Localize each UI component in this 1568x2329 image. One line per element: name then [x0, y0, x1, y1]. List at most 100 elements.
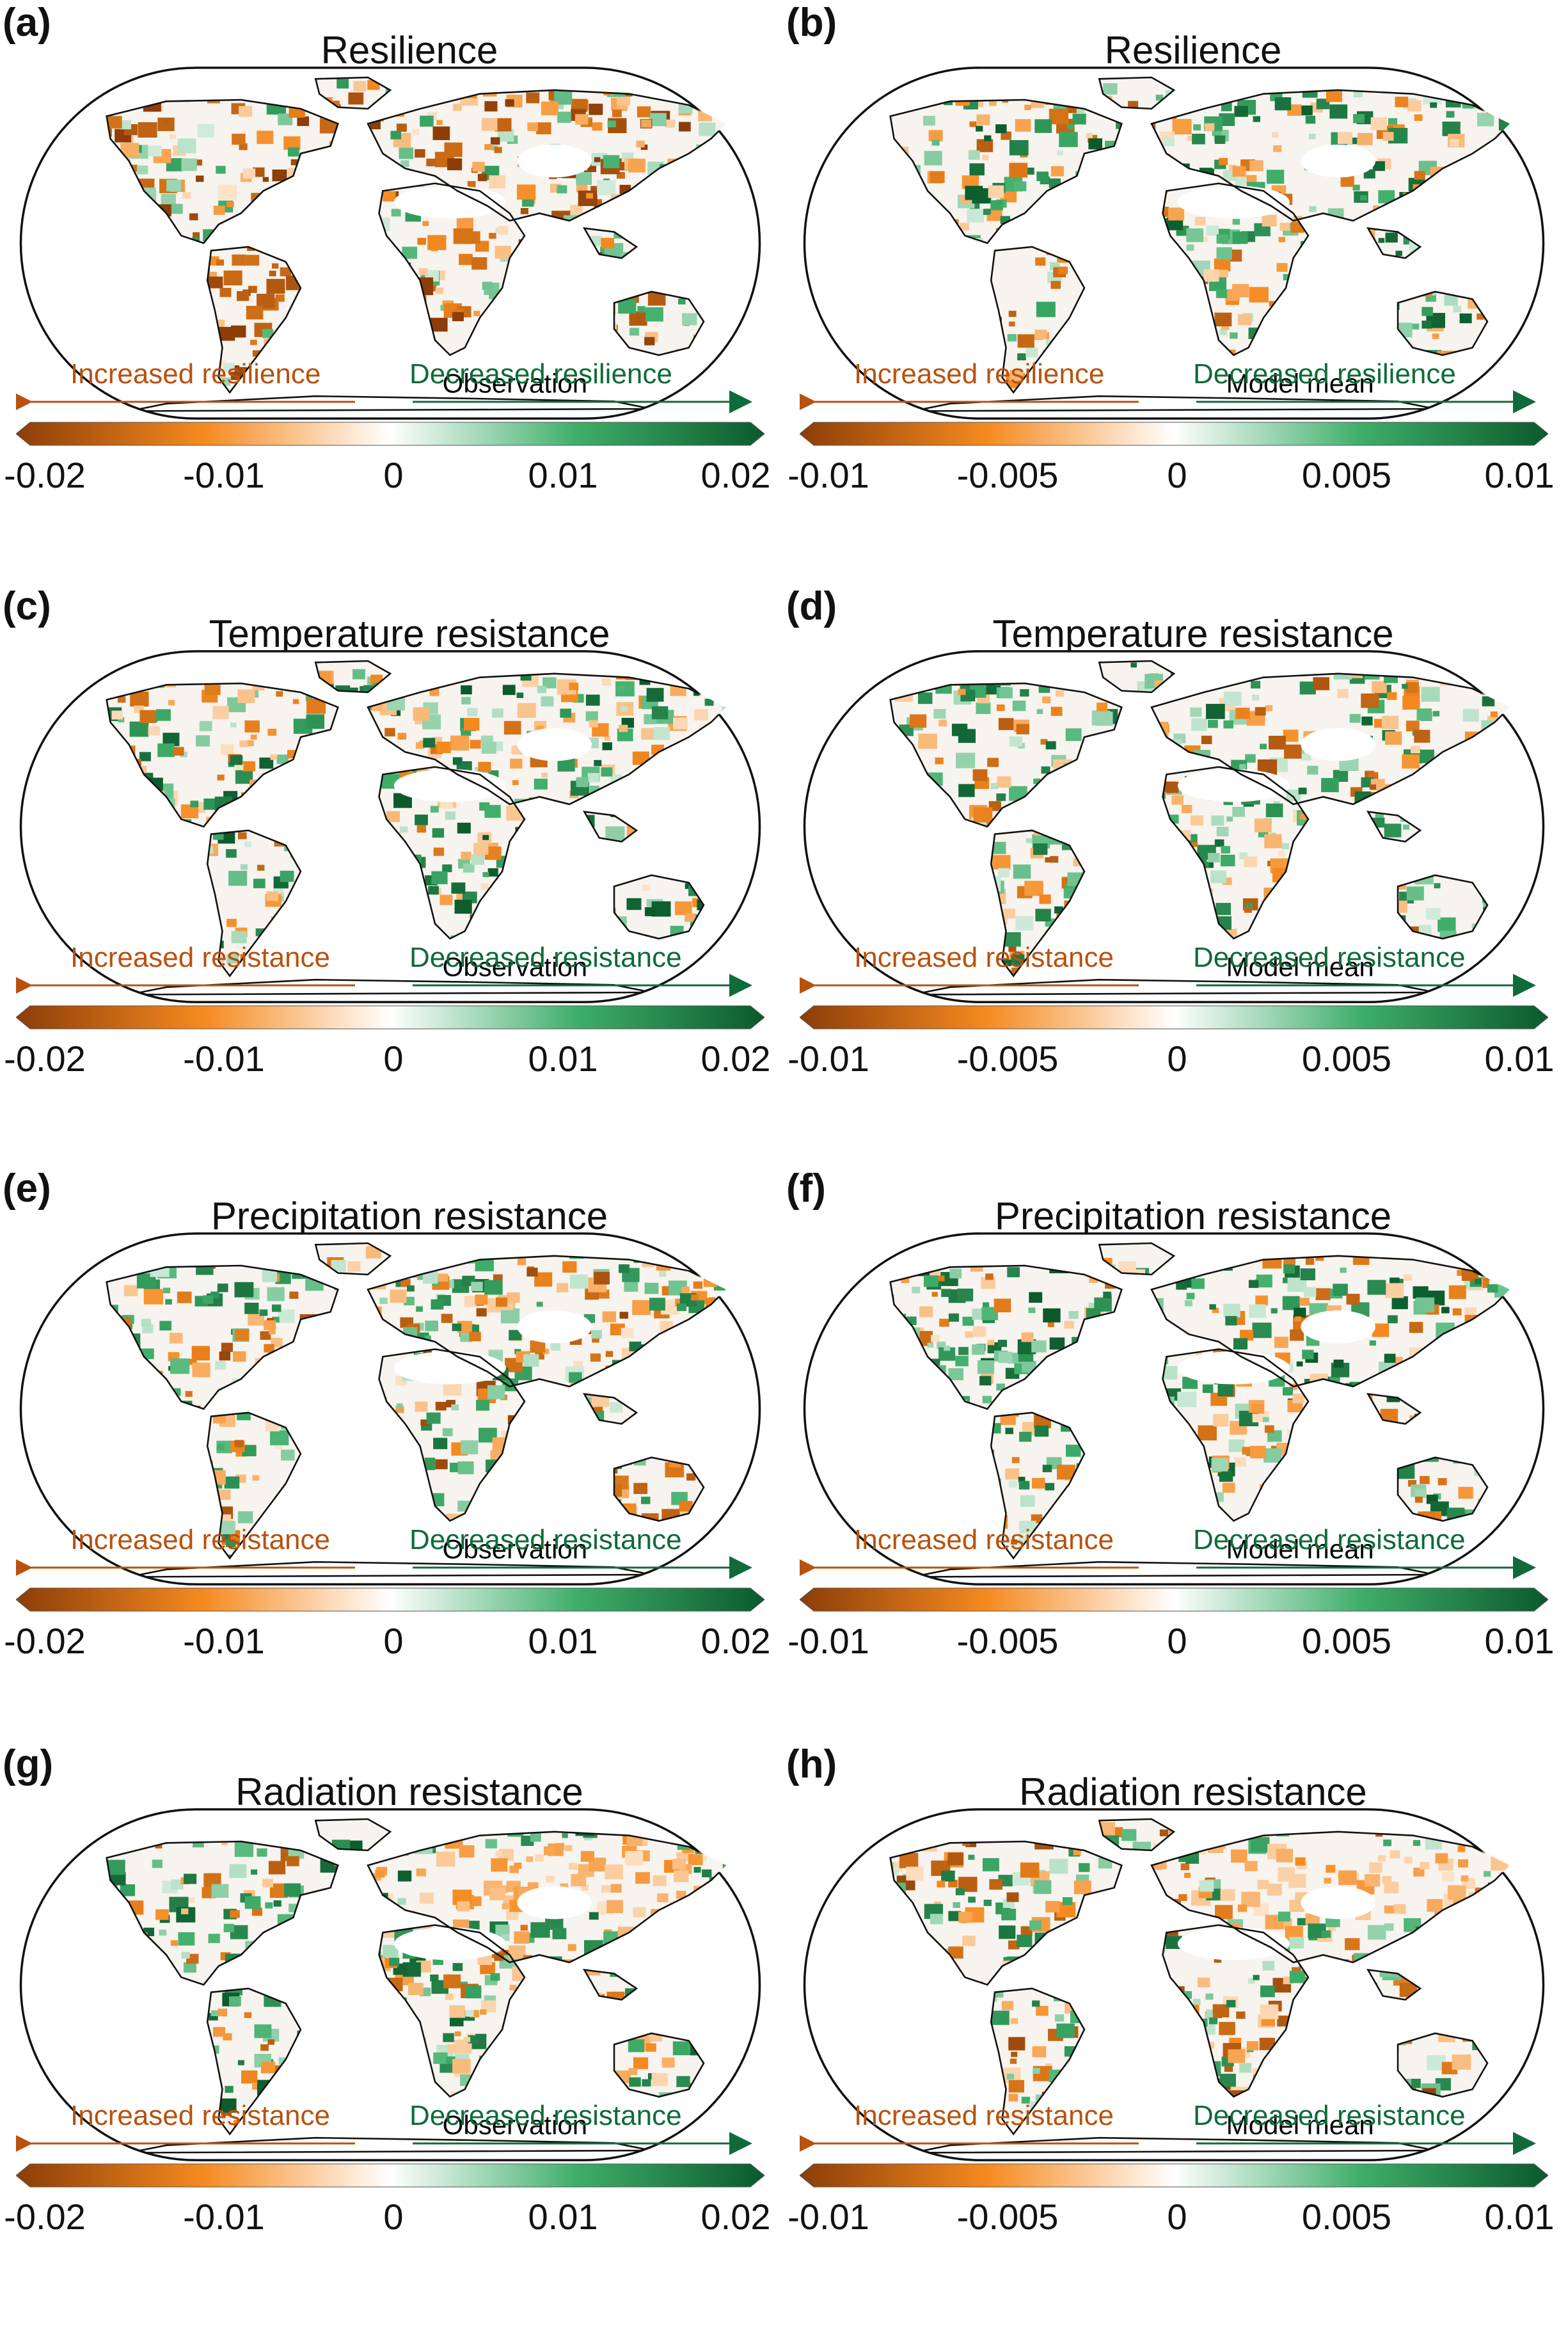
map-caption: Observation: [443, 1534, 587, 1564]
coastline-europeAsia: [367, 89, 728, 222]
coastline-seAsia: [1366, 227, 1422, 259]
colorbar-tick-label: -0.005: [956, 455, 1059, 495]
decrease-label: Decreased resistance: [409, 1524, 682, 1555]
colorbar-tick-label: -0.02: [4, 455, 86, 495]
colorbar: [800, 1556, 1548, 1612]
coastline-africa: [378, 182, 526, 356]
coastline-europeAsia: [367, 1831, 728, 1964]
coastline-australia: [613, 2032, 705, 2098]
increase-label: Increased resistance: [854, 942, 1114, 973]
colorbar-tick-label: -0.005: [956, 1621, 1059, 1661]
coastline-greenland: [1098, 1242, 1176, 1276]
legend: Increased resistance Decreased resistance…: [0, 1524, 780, 1729]
colorbar: [16, 2132, 764, 2188]
coastline-africa: [1162, 1348, 1310, 1522]
panel-label: (f): [786, 1166, 826, 1211]
coastline-australia: [613, 874, 705, 940]
legend: Increased resistance Decreased resistance…: [784, 942, 1564, 1147]
colorbar-tick-label: 0.01: [528, 2197, 598, 2237]
panel-title: Temperature resistance: [209, 612, 610, 655]
panel-label: (e): [3, 1166, 51, 1211]
colorbar-tick-label: 0.01: [1484, 1621, 1555, 1661]
decrease-label: Decreased resilience: [1193, 358, 1456, 390]
colorbar-tick-label: 0.02: [701, 455, 771, 495]
coastline-greenland: [314, 76, 392, 110]
legend: Increased resistance Decreased resistance…: [0, 942, 780, 1147]
coastline-australia: [1397, 874, 1489, 940]
world-map: Observation: [19, 67, 761, 420]
colorbar-tick-label: -0.02: [4, 1621, 86, 1661]
coastline-greenland: [1098, 76, 1176, 110]
colorbar-tick-label: 0.02: [701, 2197, 771, 2237]
colorbar-tick-label: 0: [383, 1038, 404, 1079]
panel-title: Radiation resistance: [1019, 1770, 1367, 1813]
decrease-label: Decreased resilience: [409, 358, 672, 390]
panel-title: Resilience: [1104, 29, 1282, 72]
increase-label: Increased resilience: [854, 358, 1105, 390]
colorbar-gradient: [16, 422, 764, 446]
coastlines: [889, 660, 1512, 996]
coastline-europeAsia: [1150, 672, 1512, 806]
colorbar-tick-label: 0.01: [528, 1038, 598, 1079]
colorbar: [16, 390, 764, 446]
increase-label: Increased resistance: [854, 2100, 1114, 2131]
map-panel: (a) Resilience Observation Increased resili…: [0, 0, 780, 582]
coastline-africa: [1162, 1924, 1310, 2098]
legend: Increased resilience Decreased resilience…: [0, 358, 780, 563]
coastline-northAmerica: [889, 1840, 1123, 1986]
colorbar-tick-label: -0.01: [183, 1038, 265, 1079]
decrease-label: Decreased resistance: [1193, 1524, 1466, 1555]
coastline-southAmerica: [206, 1411, 302, 1560]
colorbar-tick-label: 0: [383, 2197, 404, 2237]
map-caption: Model mean: [1226, 951, 1374, 982]
colorbar-tick-label: -0.01: [788, 2197, 869, 2237]
coastline-southAmerica: [206, 246, 302, 394]
increase-label: Increased resistance: [854, 1524, 1114, 1555]
colorbar-tick-label: -0.01: [788, 1621, 869, 1661]
colorbar-tick-label: -0.005: [956, 1038, 1059, 1079]
panel-label: (h): [786, 1742, 837, 1786]
coastline-seAsia: [1366, 1969, 1422, 2001]
coastline-greenland: [314, 660, 392, 694]
coastline-northAmerica: [889, 1264, 1123, 1410]
coastline-africa: [378, 1348, 526, 1522]
colorbar-tick-label: 0.01: [1484, 2197, 1555, 2237]
coastline-northAmerica: [889, 99, 1123, 244]
colorbar-tick-label: 0.01: [1484, 455, 1555, 495]
colorbar-tick-label: 0: [1167, 455, 1187, 495]
colorbar-tick-label: 0: [383, 1621, 404, 1661]
world-map: Model mean: [803, 1808, 1545, 2161]
panel-label: (b): [786, 1, 837, 45]
panel-title: Temperature resistance: [992, 612, 1394, 655]
coastline-europeAsia: [1150, 1831, 1512, 1964]
coastline-greenland: [314, 1242, 392, 1276]
coastline-southAmerica: [990, 246, 1086, 394]
increase-label: Increased resistance: [70, 1524, 330, 1555]
coastline-southAmerica: [990, 1987, 1086, 2136]
coastline-australia: [613, 1456, 705, 1522]
colorbar-tick-label: -0.02: [4, 2197, 86, 2237]
coastline-africa: [1162, 182, 1310, 356]
colorbar-tick-label: -0.01: [183, 1621, 265, 1661]
colorbar: [800, 974, 1548, 1029]
map-caption: Model mean: [1226, 2110, 1374, 2140]
map-panel: (h) Radiation resistance Model mean Increas…: [784, 1742, 1564, 2324]
coastline-seAsia: [582, 811, 638, 843]
world-map: Model mean: [803, 1232, 1545, 1586]
coastline-northAmerica: [106, 1264, 339, 1410]
colorbar-gradient: [800, 1587, 1548, 1612]
coastline-seAsia: [1366, 811, 1422, 843]
panel-label: (a): [3, 1, 51, 45]
coastline-europeAsia: [367, 672, 728, 806]
coastline-africa: [1162, 766, 1310, 940]
coastline-seAsia: [1366, 1393, 1422, 1425]
coastline-greenland: [314, 1818, 392, 1852]
coastline-southAmerica: [206, 1987, 302, 2136]
colorbar-tick-label: 0.005: [1301, 1038, 1392, 1079]
colorbar-gradient: [800, 2163, 1548, 2188]
coastline-southAmerica: [990, 829, 1086, 978]
colorbar: [800, 390, 1548, 446]
map-panel: (e) Precipitation resistance Observation In…: [0, 1166, 780, 1748]
coastline-northAmerica: [106, 99, 339, 244]
panel-label: (g): [3, 1742, 54, 1786]
